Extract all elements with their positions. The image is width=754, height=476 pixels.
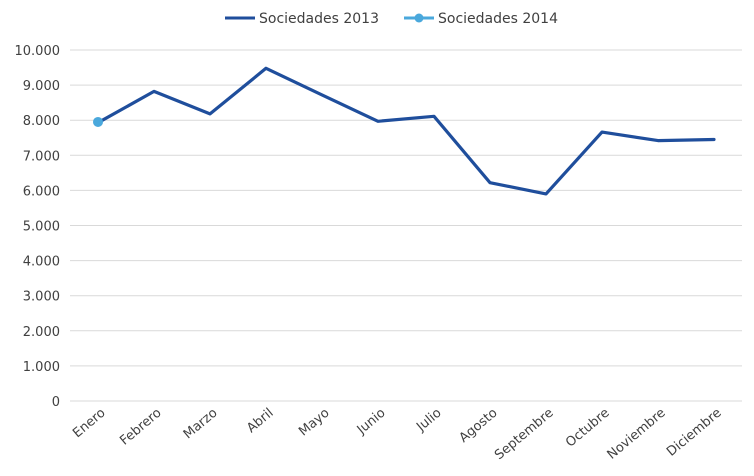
x-tick-label: Julio — [413, 406, 444, 436]
y-tick-label: 3.000 — [23, 290, 60, 305]
x-tick-label: Junio — [354, 406, 389, 439]
x-tick-label: Marzo — [181, 406, 221, 443]
legend-label-sociedades-2014: Sociedades 2014 — [438, 11, 558, 27]
x-tick-label: Febrero — [117, 406, 164, 449]
legend: Sociedades 2013 Sociedades 2014 — [225, 11, 558, 27]
legend-label-sociedades-2013: Sociedades 2013 — [259, 11, 379, 27]
y-tick-label: 5.000 — [23, 220, 60, 235]
gridlines — [70, 49, 742, 402]
legend-marker-sociedades-2014 — [414, 13, 424, 23]
x-tick-label: Abril — [244, 406, 276, 437]
y-tick-label: 4.000 — [23, 255, 60, 270]
x-tick-label: Enero — [70, 406, 108, 442]
x-tick-label: Diciembre — [664, 406, 724, 460]
x-tick-label: Agosto — [457, 406, 501, 446]
y-tick-label: 7.000 — [23, 149, 60, 164]
x-tick-label: Septembre — [492, 406, 556, 464]
y-tick-label: 2.000 — [23, 325, 60, 340]
y-tick-label: 6.000 — [23, 184, 60, 199]
y-tick-label: 1.000 — [23, 360, 60, 375]
x-tick-label: Noviembre — [605, 406, 669, 463]
data-point-1 — [93, 116, 103, 127]
y-tick-label: 0 — [52, 395, 60, 410]
y-tick-label: 9.000 — [23, 79, 60, 94]
x-tick-label: Mayo — [296, 406, 332, 440]
x-tick-label: Octubre — [563, 406, 613, 451]
y-tick-label: 10.000 — [15, 44, 61, 59]
x-axis-tick-labels: Enero Febrero Marzo Abril Mayo Junio Julio Agos… — [70, 406, 724, 464]
y-tick-label: 8.000 — [23, 114, 60, 129]
series-line-0 — [96, 66, 716, 196]
y-axis-tick-labels: 0 1.000 2.000 3.000 4.000 5.000 6.000 7.000 8.00… — [15, 44, 61, 410]
series-layer — [93, 66, 716, 196]
